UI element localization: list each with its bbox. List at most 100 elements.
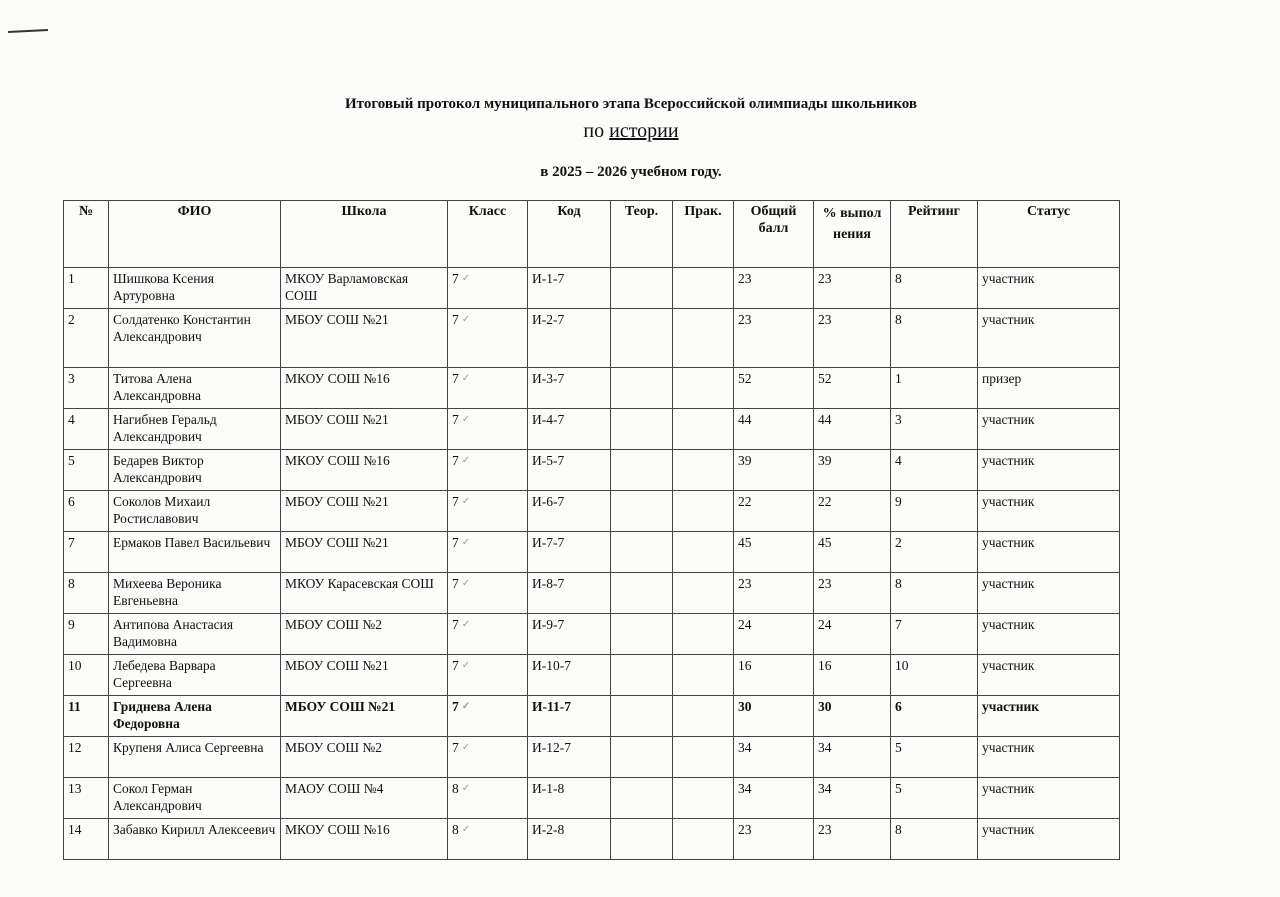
cell-name: Гриднева Алена Федоровна bbox=[108, 695, 281, 737]
column-header-grade: Класс bbox=[447, 200, 528, 268]
cell-grade: 7 ✓ bbox=[447, 654, 528, 696]
cell-rank: 8 bbox=[890, 308, 978, 368]
name-value: Бедарев Виктор Александрович bbox=[113, 453, 204, 485]
cell-theory bbox=[610, 531, 673, 573]
table-row: 12 Крупеня Алиса Сергеевна МБОУ СОШ №2 7 ✓ И-… bbox=[63, 736, 1120, 778]
column-header-rank: Рейтинг bbox=[890, 200, 978, 268]
percent-value: 23 bbox=[818, 271, 832, 286]
status-value: участник bbox=[982, 271, 1035, 286]
check-mark-icon: ✓ bbox=[461, 496, 471, 507]
cell-status: участник bbox=[977, 654, 1120, 696]
cell-code: И-7-7 bbox=[527, 531, 611, 573]
status-value: участник bbox=[982, 412, 1035, 427]
cell-rank: 10 bbox=[890, 654, 978, 696]
number-value: 12 bbox=[68, 740, 82, 755]
grade-value: 7 bbox=[452, 453, 459, 468]
rank-value: 8 bbox=[895, 822, 902, 837]
total-value: 52 bbox=[738, 371, 752, 386]
percent-value: 39 bbox=[818, 453, 832, 468]
cell-practice bbox=[672, 531, 734, 573]
cell-rank: 8 bbox=[890, 267, 978, 309]
cell-school: МБОУ СОШ №21 bbox=[280, 490, 448, 532]
number-value: 13 bbox=[68, 781, 82, 796]
check-mark-icon: ✓ bbox=[461, 742, 471, 753]
grade-value: 7 bbox=[452, 371, 459, 386]
cell-status: участник bbox=[977, 408, 1120, 450]
name-value: Гриднева Алена Федоровна bbox=[113, 699, 212, 731]
cell-code: И-8-7 bbox=[527, 572, 611, 614]
code-value: И-1-7 bbox=[532, 271, 565, 286]
cell-number: 12 bbox=[63, 736, 109, 778]
rank-value: 6 bbox=[895, 699, 902, 714]
cell-number: 11 bbox=[63, 695, 109, 737]
cell-code: И-2-8 bbox=[527, 818, 611, 860]
rank-value: 8 bbox=[895, 576, 902, 591]
cell-theory bbox=[610, 490, 673, 532]
school-value: МБОУ СОШ №21 bbox=[285, 658, 389, 673]
cell-school: МБОУ СОШ №2 bbox=[280, 613, 448, 655]
cell-theory bbox=[610, 818, 673, 860]
cell-total: 23 bbox=[733, 572, 814, 614]
status-value: призер bbox=[982, 371, 1022, 386]
grade-value: 7 bbox=[452, 312, 459, 327]
cell-status: участник bbox=[977, 613, 1120, 655]
cell-percent: 44 bbox=[813, 408, 891, 450]
cell-theory bbox=[610, 654, 673, 696]
check-mark-icon: ✓ bbox=[461, 701, 471, 712]
code-value: И-4-7 bbox=[532, 412, 565, 427]
cell-code: И-3-7 bbox=[527, 367, 611, 409]
percent-value: 34 bbox=[818, 781, 832, 796]
check-mark-icon: ✓ bbox=[461, 273, 471, 284]
cell-school: МБОУ СОШ №21 bbox=[280, 695, 448, 737]
subject-prefix: по bbox=[583, 120, 610, 142]
check-mark-icon: ✓ bbox=[461, 455, 471, 466]
total-value: 23 bbox=[738, 271, 752, 286]
grade-value: 7 bbox=[452, 494, 459, 509]
total-value: 34 bbox=[738, 740, 752, 755]
cell-status: участник bbox=[977, 531, 1120, 573]
cell-rank: 7 bbox=[890, 613, 978, 655]
percent-value: 52 bbox=[818, 371, 832, 386]
code-value: И-6-7 bbox=[532, 494, 565, 509]
cell-name: Бедарев Виктор Александрович bbox=[108, 449, 281, 491]
document-subject: по истории bbox=[0, 120, 1262, 143]
cell-practice bbox=[672, 654, 734, 696]
cell-name: Лебедева Варвара Сергеевна bbox=[108, 654, 281, 696]
cell-code: И-4-7 bbox=[527, 408, 611, 450]
check-mark-icon: ✓ bbox=[461, 660, 471, 671]
percent-value: 34 bbox=[818, 740, 832, 755]
table-row: 14 Забавко Кирилл Алексеевич МКОУ СОШ №16 8… bbox=[63, 818, 1120, 860]
name-value: Лебедева Варвара Сергеевна bbox=[113, 658, 216, 690]
cell-name: Титова Алена Александровна bbox=[108, 367, 281, 409]
document-title: Итоговый протокол муниципального этапа В… bbox=[344, 96, 917, 112]
name-value: Нагибнев Геральд Александрович bbox=[113, 412, 217, 444]
status-value: участник bbox=[982, 453, 1035, 468]
cell-number: 6 bbox=[63, 490, 109, 532]
cell-practice bbox=[672, 695, 734, 737]
table-row: 13 Сокол Герман Александрович МАОУ СОШ №4 8… bbox=[63, 777, 1120, 819]
rank-value: 9 bbox=[895, 494, 902, 509]
table-row: 7 Ермаков Павел Васильевич МБОУ СОШ №21 7 ✓ И… bbox=[63, 531, 1120, 573]
grade-value: 7 bbox=[452, 658, 459, 673]
table-row: 9 Антипова Анастасия Вадимовна МБОУ СОШ №2… bbox=[63, 613, 1120, 655]
number-value: 9 bbox=[68, 617, 75, 632]
cell-practice bbox=[672, 736, 734, 778]
scan-artifact bbox=[7, 28, 49, 34]
cell-percent: 23 bbox=[813, 267, 891, 309]
name-value: Забавко Кирилл Алексеевич bbox=[113, 822, 276, 837]
cell-total: 22 bbox=[733, 490, 814, 532]
percent-value: 23 bbox=[818, 822, 832, 837]
total-value: 34 bbox=[738, 781, 752, 796]
total-value: 24 bbox=[738, 617, 752, 632]
cell-name: Сокол Герман Александрович bbox=[108, 777, 281, 819]
number-value: 8 bbox=[68, 576, 75, 591]
cell-number: 5 bbox=[63, 449, 109, 491]
rank-value: 8 bbox=[895, 271, 902, 286]
code-value: И-7-7 bbox=[532, 535, 565, 550]
cell-school: МБОУ СОШ №21 bbox=[280, 408, 448, 450]
cell-status: участник bbox=[977, 818, 1120, 860]
cell-status: призер bbox=[977, 367, 1120, 409]
name-value: Антипова Анастасия Вадимовна bbox=[113, 617, 234, 649]
percent-value: 16 bbox=[818, 658, 832, 673]
school-value: МБОУ СОШ №21 bbox=[285, 699, 396, 714]
